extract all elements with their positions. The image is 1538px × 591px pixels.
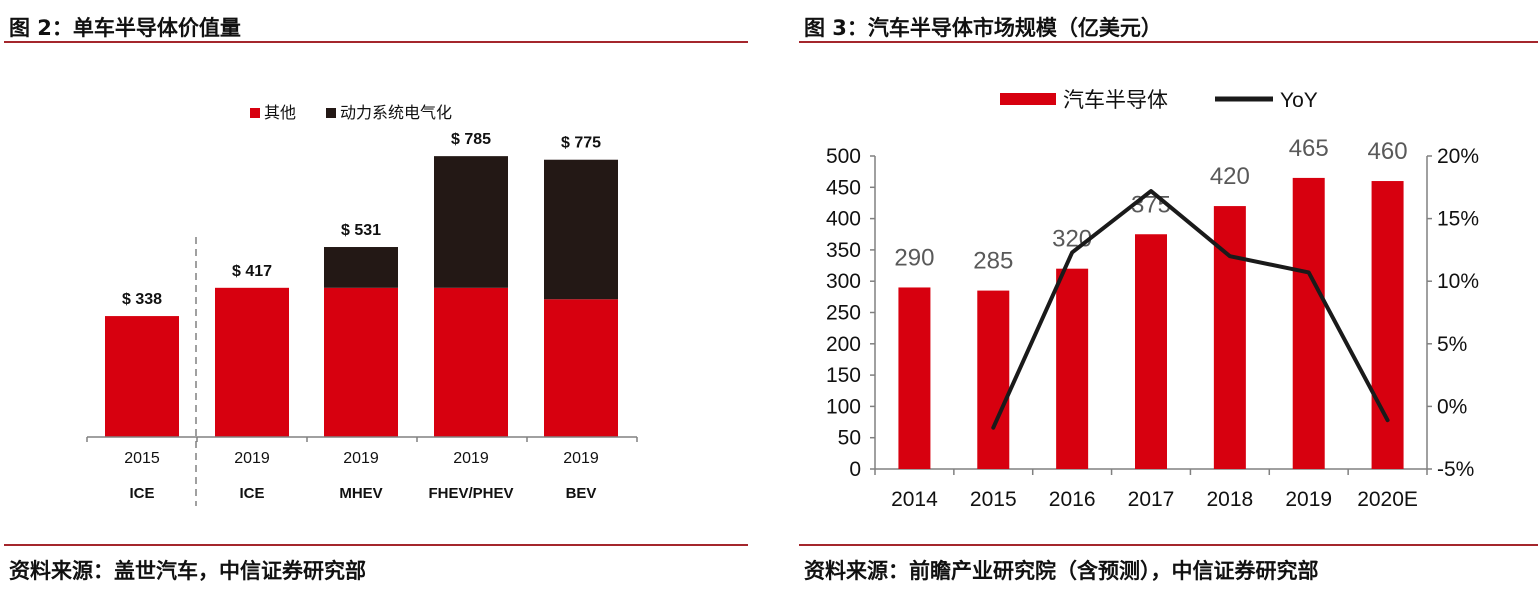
x-sublabel: ICE: [129, 485, 154, 502]
y-left-tick-label: 300: [826, 270, 861, 293]
vehicle-semiconductor-value-chart: 其他 动力系统电气化 $ 338 2015 ICE $ 417 2019 ICE $ 531 20…: [86, 104, 638, 506]
y-left-tick-label: 0: [849, 458, 861, 481]
right-figure-source: 资料来源：前瞻产业研究院（含预测），中信证券研究部: [804, 559, 1319, 583]
bar-value-label: 290: [894, 244, 934, 271]
x-tick-label: 2016: [1049, 488, 1096, 511]
x-sublabel: ICE: [239, 485, 264, 502]
x-sublabel: FHEV/PHEV: [428, 485, 513, 502]
x-tick-label: 2015: [124, 450, 160, 467]
bar: [977, 290, 1010, 469]
y-left-tick-label: 100: [826, 395, 861, 418]
x-tick-label: 2015: [970, 488, 1017, 511]
left-figure-title: 图 2：单车半导体价值量: [9, 16, 241, 40]
left-figure-source: 资料来源：盖世汽车，中信证券研究部: [9, 559, 366, 583]
left-title-rule: [4, 41, 748, 43]
bar-segment: [324, 247, 398, 288]
x-tick-label: 2019: [234, 450, 270, 467]
legend-label: 汽车半导体: [1063, 89, 1168, 112]
legend-swatch: [326, 108, 336, 118]
y-right-tick-label: 0%: [1437, 395, 1467, 418]
x-tick-label: 2019: [1285, 488, 1332, 511]
y-left-tick-label: 200: [826, 333, 861, 356]
yoy-line: [991, 189, 1390, 430]
x-tick-label: 2019: [343, 450, 379, 467]
bar-segment: [324, 287, 398, 437]
bar-total-label: $ 531: [341, 222, 381, 239]
x-sublabel: BEV: [566, 485, 597, 502]
y-left-tick-label: 250: [826, 302, 861, 325]
y-right-tick-label: 5%: [1437, 333, 1467, 356]
left-source-rule: [4, 544, 748, 546]
y-left-tick-label: 500: [826, 145, 861, 168]
bar: [1371, 181, 1404, 470]
x-tick-label: 2018: [1206, 488, 1253, 511]
y-left-tick-label: 450: [826, 176, 861, 199]
y-left-tick-label: 400: [826, 208, 861, 231]
bar-segment: [434, 156, 508, 288]
bar-value-label: 285: [973, 248, 1013, 275]
legend-swatch: [1000, 93, 1056, 105]
bar-segment: [434, 287, 508, 437]
bar-segment: [105, 316, 179, 437]
legend-label: 动力系统电气化: [340, 104, 452, 122]
right-figure-panel: 图 3：汽车半导体市场规模（亿美元） 汽车半导体 YoY 0 50 100 150 200 2…: [795, 0, 1538, 591]
right-title-rule: [799, 41, 1538, 43]
bar-segment: [544, 299, 618, 437]
legend-swatch: [250, 108, 260, 118]
bar-total-label: $ 775: [561, 135, 601, 152]
bar-value-label: 320: [1052, 226, 1092, 253]
bar-value-label: 420: [1210, 163, 1250, 190]
y-right-tick-label: 15%: [1437, 208, 1479, 231]
y-left-tick-label: 350: [826, 239, 861, 262]
bar: [898, 287, 931, 469]
bar: [1135, 234, 1167, 469]
x-tick-label: 2020E: [1357, 488, 1418, 511]
y-right-tick-label: 10%: [1437, 270, 1479, 293]
legend-label: YoY: [1280, 89, 1318, 112]
x-sublabel: MHEV: [339, 485, 382, 502]
left-figure-panel: 图 2：单车半导体价值量 其他 动力系统电气化 $ 338 2015 ICE $ 417 2…: [0, 0, 748, 591]
auto-semiconductor-market-chart: 汽车半导体 YoY 0 50 100 150 200 250 300 350 400 450 500 -5…: [826, 89, 1479, 511]
bar-value-label: 375: [1131, 191, 1171, 218]
bar-value-label: 460: [1368, 138, 1408, 165]
y-right-tick-label: -5%: [1437, 458, 1474, 481]
bar-segment: [215, 287, 289, 437]
y-left-tick-label: 150: [826, 364, 861, 387]
bar-total-label: $ 785: [451, 131, 491, 148]
bar-segment: [544, 159, 618, 300]
x-tick-label: 2019: [563, 450, 599, 467]
bar: [1292, 177, 1325, 469]
y-right-tick-label: 20%: [1437, 145, 1479, 168]
right-source-rule: [799, 544, 1538, 546]
y-left-tick-label: 50: [838, 427, 861, 450]
bar-total-label: $ 338: [122, 291, 162, 308]
bar-total-label: $ 417: [232, 263, 272, 280]
x-tick-label: 2019: [453, 450, 489, 467]
x-tick-label: 2017: [1128, 488, 1175, 511]
bar: [1056, 268, 1089, 469]
bar-value-label: 465: [1289, 135, 1329, 162]
legend-label: 其他: [264, 104, 296, 122]
x-tick-label: 2014: [891, 488, 938, 511]
right-figure-title: 图 3：汽车半导体市场规模（亿美元）: [804, 16, 1162, 40]
